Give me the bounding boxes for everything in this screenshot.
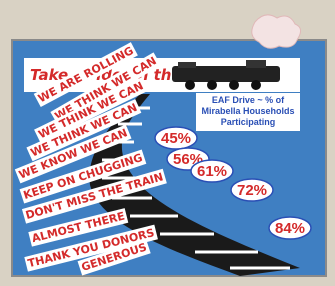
percent-label: 84% bbox=[275, 220, 305, 237]
photo-scene: Take a ride on the EAF Drive ~ % of Mira… bbox=[0, 0, 335, 286]
bulletin-board: Take a ride on the EAF Drive ~ % of Mira… bbox=[0, 0, 335, 286]
percent-label: 45% bbox=[161, 130, 191, 147]
percent-label: 72% bbox=[237, 182, 267, 199]
info-line: Participating bbox=[221, 117, 276, 127]
info-line: Mirabella Households bbox=[201, 106, 294, 116]
info-line: EAF Drive ~ % of bbox=[212, 95, 285, 105]
percent-label: 61% bbox=[197, 163, 227, 180]
